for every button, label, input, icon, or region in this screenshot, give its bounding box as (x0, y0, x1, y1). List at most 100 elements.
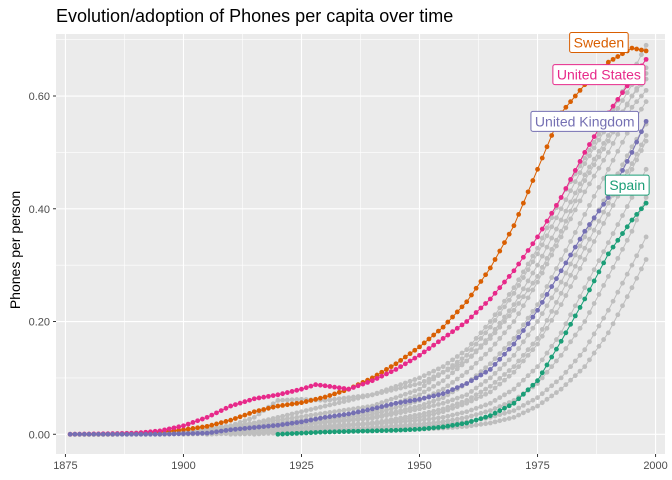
background-series-point (544, 396, 550, 402)
background-series-point (483, 324, 489, 330)
background-series-point (624, 169, 630, 174)
background-series-point (525, 267, 531, 273)
spain-point (601, 260, 607, 266)
background-series-point (459, 394, 465, 399)
background-series-point (502, 392, 507, 398)
background-series-point (577, 188, 583, 194)
united-kingdom-point (138, 431, 144, 437)
background-series-point (539, 264, 545, 270)
background-series-point (587, 181, 592, 187)
united-states-point (492, 290, 498, 296)
background-series-point (516, 329, 522, 335)
background-series-point (341, 407, 347, 413)
background-series-point (445, 383, 451, 389)
background-series-point (275, 414, 281, 420)
background-series-point (497, 404, 503, 409)
united-kingdom-point (393, 400, 399, 406)
united-kingdom-point (417, 396, 422, 402)
background-series-point (407, 390, 413, 395)
united-states-point (384, 371, 389, 377)
spain-point (421, 426, 427, 432)
background-series-point (568, 199, 573, 205)
united-kingdom-point (313, 416, 319, 422)
united-states-point (284, 390, 290, 395)
spain-point (284, 431, 290, 437)
background-series-point (516, 412, 522, 418)
background-series-point (558, 279, 564, 285)
background-series-point (587, 357, 592, 363)
background-series-point (299, 409, 304, 415)
spain-point (544, 362, 550, 368)
background-series-point (624, 237, 630, 243)
united-kingdom-point (157, 431, 163, 437)
united-kingdom-point (152, 431, 158, 437)
spain-point (346, 429, 352, 434)
background-series-point (563, 218, 569, 224)
background-series-point (620, 162, 625, 168)
spain-point (596, 269, 602, 275)
background-series-point (554, 266, 559, 271)
sweden-point (289, 401, 295, 407)
background-series-point (369, 392, 375, 398)
background-series-point (544, 387, 550, 393)
background-series-point (431, 408, 437, 414)
united-states-point (171, 425, 177, 431)
sweden-point (605, 59, 611, 65)
background-series-point (535, 245, 540, 251)
background-series-point (572, 275, 578, 280)
background-series-point (568, 239, 573, 244)
united-kingdom-point (129, 431, 134, 437)
spain-point (275, 431, 281, 437)
background-series-point (360, 405, 366, 410)
background-series-point (539, 357, 545, 363)
sweden-point (464, 299, 470, 305)
background-series-point (535, 395, 540, 401)
united-kingdom-point (289, 420, 295, 426)
united-kingdom-point (346, 411, 352, 417)
background-series-point (558, 257, 564, 262)
united-states-point (643, 56, 649, 62)
background-series-point (601, 157, 607, 163)
background-series-point (525, 295, 531, 301)
united-kingdom-point (322, 414, 328, 420)
united-kingdom-point (199, 430, 205, 436)
background-series-point (454, 395, 460, 401)
background-series-point (525, 315, 531, 321)
background-series-point (469, 413, 474, 419)
sweden-point (539, 155, 545, 161)
background-series-point (275, 398, 281, 403)
background-series-point (535, 279, 540, 285)
united-states-point (209, 412, 215, 418)
background-series-point (398, 410, 404, 416)
spain-point (299, 430, 304, 436)
background-series-point (605, 133, 611, 138)
background-series-point (530, 253, 536, 259)
background-series-point (502, 330, 507, 336)
background-series-point (336, 419, 342, 424)
background-series-point (454, 363, 460, 368)
united-kingdom-point (435, 392, 441, 398)
sweden-point (407, 351, 413, 357)
sweden-point (214, 421, 219, 427)
background-series-point (535, 364, 540, 370)
background-series-point (544, 350, 550, 356)
background-series-point (506, 308, 512, 314)
united-kingdom-point (261, 424, 267, 430)
sweden-point (549, 133, 555, 138)
background-series-point (483, 402, 489, 408)
background-series-point (539, 327, 545, 332)
background-series-point (502, 319, 507, 324)
background-series-point (525, 408, 531, 413)
background-series-point (511, 386, 517, 392)
united-states-point (251, 396, 257, 402)
background-series-point (577, 243, 583, 249)
united-kingdom-point (620, 168, 625, 173)
background-series-point (379, 409, 385, 415)
united-states-point (440, 336, 446, 341)
spain-point (280, 431, 286, 437)
united-states-point (374, 376, 380, 381)
background-series-point (341, 399, 347, 404)
background-series-point (478, 345, 484, 350)
background-series-point (346, 418, 352, 423)
united-states-point (327, 384, 333, 389)
